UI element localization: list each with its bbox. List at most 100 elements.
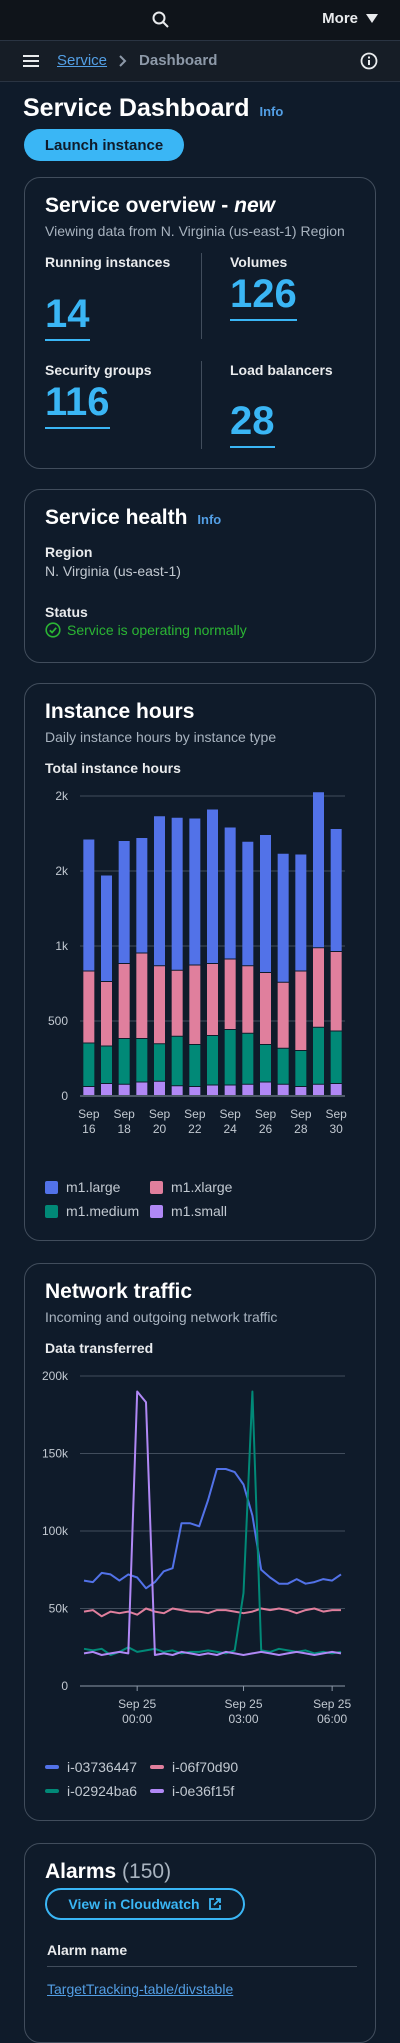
bar-segment-m1-small[interactable]	[295, 1087, 307, 1095]
bar-segment-m1-xlarge[interactable]	[207, 964, 218, 1035]
series-line-i-06f70d90[interactable]	[83, 1607, 341, 1618]
bar-segment-m1-medium[interactable]	[295, 1051, 307, 1086]
bar-segment-m1-medium[interactable]	[154, 1044, 165, 1081]
bar-segment-m1-small[interactable]	[118, 1084, 130, 1095]
bar-segment-m1-large[interactable]	[136, 838, 148, 953]
x-tick-label: Sep	[78, 1107, 100, 1121]
metric-value-security-groups[interactable]: 116	[45, 381, 110, 429]
legend-swatch	[150, 1789, 164, 1793]
bar-segment-m1-xlarge[interactable]	[136, 953, 148, 1039]
bar-segment-m1-large[interactable]	[207, 809, 218, 964]
breadcrumb-service-link[interactable]: Service	[57, 52, 108, 69]
bar-segment-m1-small[interactable]	[154, 1081, 165, 1095]
bar-segment-m1-large[interactable]	[313, 792, 324, 948]
legend-item-m1-xlarge[interactable]: m1.xlarge	[150, 1179, 290, 1195]
metric-value-running-instances[interactable]: 14	[45, 293, 90, 341]
series-line-i-0e36f15f[interactable]	[83, 1390, 342, 1656]
bar-segment-m1-small[interactable]	[224, 1085, 236, 1096]
x-tick-label: Sep 25	[224, 1697, 262, 1711]
bar-segment-m1-medium[interactable]	[260, 1045, 271, 1082]
bar-segment-m1-small[interactable]	[83, 1087, 95, 1095]
bar-segment-m1-small[interactable]	[171, 1086, 183, 1095]
series-line-i-02924ba6[interactable]	[83, 1390, 342, 1656]
bar-segment-m1-large[interactable]	[295, 854, 307, 971]
bar-segment-m1-large[interactable]	[101, 875, 112, 982]
bar-segment-m1-xlarge[interactable]	[330, 952, 342, 1031]
bar-segment-m1-large[interactable]	[277, 853, 289, 982]
legend-item-m1-medium[interactable]: m1.medium	[45, 1203, 150, 1219]
bar-segment-m1-large[interactable]	[171, 817, 183, 970]
legend-item-i-0e36f15f[interactable]: i-0e36f15f	[150, 1783, 290, 1799]
bar-segment-m1-large[interactable]	[242, 841, 254, 966]
top-navigation: More	[0, 0, 400, 41]
bar-segment-m1-medium[interactable]	[277, 1048, 289, 1084]
more-menu-button[interactable]: More	[322, 10, 378, 27]
bar-segment-m1-large[interactable]	[260, 835, 271, 972]
legend-label: i-06f70d90	[172, 1759, 239, 1775]
bar-segment-m1-xlarge[interactable]	[260, 973, 271, 1044]
bar-segment-m1-small[interactable]	[277, 1084, 289, 1095]
bar-segment-m1-small[interactable]	[101, 1084, 112, 1095]
metric-value-load-balancers[interactable]: 28	[230, 400, 275, 448]
bar-segment-m1-medium[interactable]	[313, 1027, 324, 1084]
view-in-cloudwatch-button[interactable]: View in Cloudwatch	[45, 1888, 245, 1920]
bar-segment-m1-medium[interactable]	[330, 1031, 342, 1084]
caret-down-icon	[366, 13, 378, 23]
overview-subtitle: Viewing data from N. Virginia (us-east-1…	[45, 223, 345, 239]
bar-segment-m1-large[interactable]	[330, 829, 342, 951]
legend-item-m1-large[interactable]: m1.large	[45, 1179, 150, 1195]
metric-value-volumes[interactable]: 126	[230, 273, 297, 321]
legend-item-i-06f70d90[interactable]: i-06f70d90	[150, 1759, 290, 1775]
bar-segment-m1-medium[interactable]	[207, 1036, 218, 1085]
info-icon[interactable]	[360, 52, 378, 70]
bar-segment-m1-large[interactable]	[83, 839, 95, 971]
bar-segment-m1-medium[interactable]	[101, 1046, 112, 1084]
alarm-name-column-header[interactable]: Alarm name	[47, 1942, 357, 1967]
bar-segment-m1-medium[interactable]	[224, 1030, 236, 1085]
bar-segment-m1-small[interactable]	[330, 1084, 342, 1095]
bar-segment-m1-xlarge[interactable]	[295, 971, 307, 1051]
page-title-text: Service Dashboard	[23, 94, 250, 122]
bar-segment-m1-small[interactable]	[189, 1087, 201, 1095]
bar-segment-m1-large[interactable]	[154, 816, 165, 966]
bar-segment-m1-large[interactable]	[224, 827, 236, 959]
launch-instance-button[interactable]: Launch instance	[24, 129, 184, 161]
series-line-i-03736447[interactable]	[83, 1468, 342, 1590]
hamburger-menu-icon[interactable]	[23, 54, 39, 68]
breadcrumb-current: Dashboard	[139, 52, 218, 69]
instance-hours-chart-label: Total instance hours	[45, 760, 181, 776]
bar-segment-m1-medium[interactable]	[171, 1036, 183, 1086]
bar-segment-m1-xlarge[interactable]	[313, 948, 324, 1027]
bar-segment-m1-xlarge[interactable]	[189, 965, 201, 1045]
legend-item-i-02924ba6[interactable]: i-02924ba6	[45, 1783, 150, 1799]
bar-segment-m1-xlarge[interactable]	[154, 966, 165, 1044]
bar-segment-m1-xlarge[interactable]	[118, 964, 130, 1038]
bar-segment-m1-medium[interactable]	[242, 1033, 254, 1084]
bar-segment-m1-small[interactable]	[207, 1085, 218, 1096]
bar-segment-m1-medium[interactable]	[83, 1043, 95, 1087]
bar-segment-m1-small[interactable]	[242, 1084, 254, 1095]
legend-swatch	[150, 1765, 164, 1769]
bar-segment-m1-medium[interactable]	[118, 1039, 130, 1084]
bar-segment-m1-small[interactable]	[260, 1082, 271, 1096]
bar-segment-m1-xlarge[interactable]	[83, 971, 95, 1043]
bar-segment-m1-xlarge[interactable]	[224, 959, 236, 1030]
bar-segment-m1-xlarge[interactable]	[277, 982, 289, 1048]
legend-item-i-03736447[interactable]: i-03736447	[45, 1759, 150, 1775]
bar-segment-m1-xlarge[interactable]	[101, 982, 112, 1046]
bar-segment-m1-medium[interactable]	[136, 1039, 148, 1082]
bar-segment-m1-large[interactable]	[189, 818, 201, 965]
page-info-link[interactable]: Info	[259, 104, 284, 119]
alarms-title-text: Alarms	[45, 1860, 117, 1883]
bar-segment-m1-xlarge[interactable]	[242, 966, 254, 1033]
alarm-link[interactable]: TargetTracking-table/divstable	[47, 1981, 234, 1997]
bar-segment-m1-xlarge[interactable]	[171, 970, 183, 1036]
health-info-link[interactable]: Info	[197, 512, 222, 527]
bar-segment-m1-small[interactable]	[313, 1084, 324, 1095]
bar-segment-m1-small[interactable]	[136, 1082, 148, 1096]
bar-segment-m1-large[interactable]	[118, 841, 130, 963]
bar-segment-m1-medium[interactable]	[189, 1045, 201, 1086]
search-icon[interactable]	[151, 10, 171, 30]
legend-item-m1-small[interactable]: m1.small	[150, 1203, 290, 1219]
